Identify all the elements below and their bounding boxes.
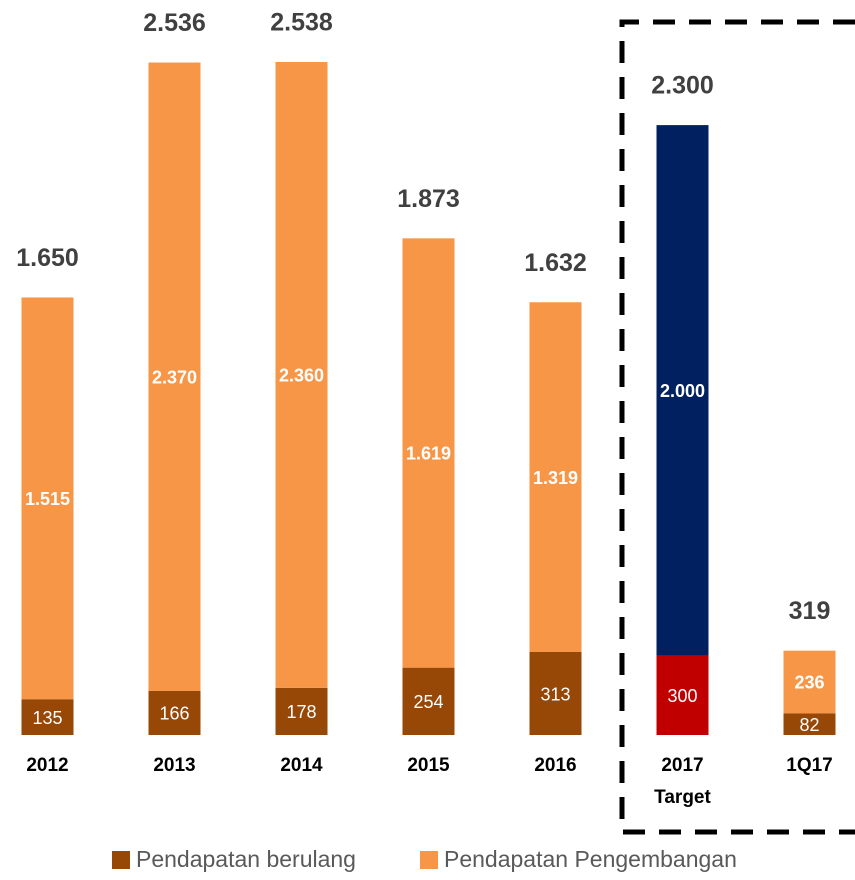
data-label: 313 [540, 684, 570, 704]
bar-segment [783, 713, 836, 735]
data-label: 2.370 [152, 368, 197, 388]
total-label: 1.632 [524, 249, 587, 277]
x-tick-label: 2014 [280, 755, 323, 776]
data-label: 2.000 [660, 381, 705, 401]
data-label: 236 [794, 673, 824, 693]
bar-segment [783, 650, 836, 714]
data-label: 1.319 [533, 468, 578, 488]
bar-segment [275, 687, 328, 735]
bar-segment [21, 699, 74, 735]
data-label: 166 [159, 704, 189, 724]
total-label: 2.536 [143, 9, 206, 37]
total-label: 1.873 [397, 185, 460, 213]
annotation: Target [654, 787, 711, 808]
x-tick-label: 1Q17 [786, 755, 832, 776]
legend-label: Pendapatan Pengembangan [444, 846, 737, 872]
legend-label: Pendapatan berulang [136, 846, 356, 872]
legend-swatch [420, 851, 438, 869]
bar-segment [148, 690, 201, 735]
legend-swatch [112, 851, 130, 869]
data-label: 1.515 [25, 489, 70, 509]
total-label: 319 [789, 597, 831, 625]
bar-segment [656, 655, 709, 735]
x-tick-label: 2015 [407, 755, 450, 776]
highlight-box [619, 19, 855, 835]
data-label: 2.360 [279, 366, 324, 386]
total-label: 1.650 [16, 244, 79, 272]
bar-segment [656, 125, 709, 656]
bar-segment [275, 62, 328, 688]
x-tick-label: 2012 [26, 755, 68, 776]
data-label: 1.619 [406, 444, 451, 464]
bar-segment [402, 238, 455, 668]
bar-segment [529, 302, 582, 653]
total-label: 2.300 [651, 72, 714, 100]
data-label: 135 [32, 708, 62, 728]
x-tick-label: 2013 [153, 755, 195, 776]
data-label: 178 [286, 702, 316, 722]
bar-segment [148, 62, 201, 691]
x-tick-label: 2016 [534, 755, 576, 776]
bar-segment [529, 652, 582, 735]
data-label: 82 [799, 715, 819, 735]
bar-segment [402, 667, 455, 735]
bar-segment [21, 297, 74, 700]
x-tick-label: 2017 [661, 755, 703, 776]
data-label: 254 [413, 692, 443, 712]
data-label: 300 [667, 686, 697, 706]
total-label: 2.538 [270, 9, 333, 37]
